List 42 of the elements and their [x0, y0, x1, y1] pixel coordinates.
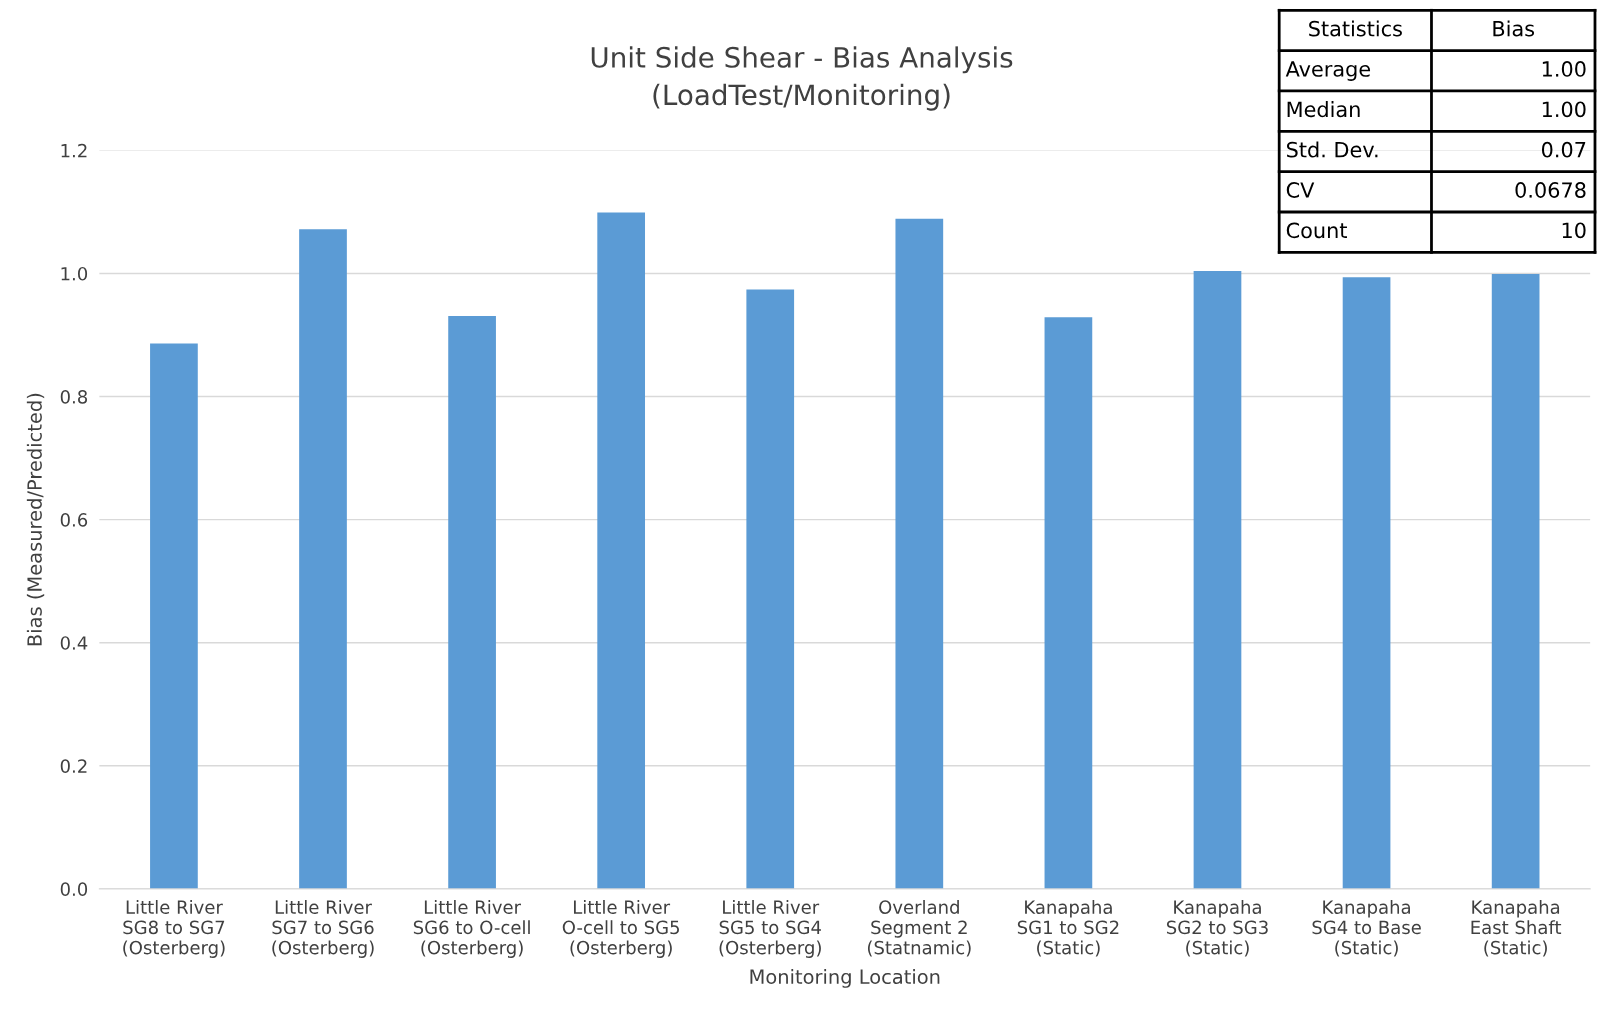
- text: 1.00: [1542, 61, 1586, 77]
- bar: [448, 315, 496, 889]
- text: 1.00: [1542, 101, 1586, 118]
- bar: [746, 289, 795, 889]
- x-tick-label: Kanapaha SG2 to SG3 (Static): [1166, 900, 1268, 957]
- x-tick-label: Overland Segment 2 (Statnamic): [867, 900, 971, 957]
- y-tick-label: 0.4: [60, 636, 88, 650]
- y-tick-label: 0.8: [60, 390, 88, 404]
- text: Bias: [1493, 20, 1535, 37]
- x-axis-title: Monitoring Location: [750, 969, 940, 988]
- x-tick-label: Little River SG8 to SG7 (Osterberg): [123, 900, 225, 958]
- y-tick-label: 1.2: [61, 143, 87, 158]
- x-tick-label: Little River SG6 to O-cell (Osterberg): [413, 900, 530, 958]
- annotation: CV: [1286, 182, 1315, 198]
- text: Median: [1287, 101, 1360, 118]
- annotation: 0.0678: [1515, 182, 1586, 198]
- y-tick-label: 0.0: [60, 882, 88, 897]
- bar: [1491, 274, 1540, 889]
- annotation: Std. Dev.: [1286, 141, 1378, 158]
- y-tick-label: 0.2: [60, 759, 87, 773]
- bar: [150, 343, 198, 889]
- x-tick-label: Kanapaha East Shaft (Static): [1471, 900, 1562, 957]
- x-tick-label: Little River SG5 to SG4 (Osterberg): [719, 900, 821, 958]
- bar: [895, 218, 944, 889]
- x-tick-label: Little River O-cell to SG5 (Osterberg): [562, 900, 679, 958]
- chart-title: Unit Side Shear - Bias Analysis (LoadTest/Monitoring): [591, 46, 1013, 111]
- text: Average: [1285, 61, 1371, 81]
- annotation: Count: [1286, 222, 1347, 239]
- y-tick-label: 0.6: [60, 513, 88, 527]
- y-axis-title: Bias (Measured/Predicted): [26, 393, 45, 646]
- y-tick-label: 1.0: [61, 266, 88, 281]
- annotation: 10: [1562, 222, 1586, 239]
- bar: [299, 229, 347, 889]
- bar: [1342, 277, 1391, 889]
- x-tick-label: Little River SG7 to SG6 (Osterberg): [272, 900, 374, 958]
- x-tick-label: Kanapaha SG4 to Base (Static): [1312, 900, 1421, 957]
- bar: [1044, 317, 1093, 889]
- bar: [1193, 271, 1242, 889]
- text: Statistics: [1309, 20, 1402, 37]
- bar: [597, 212, 646, 889]
- annotation: 0.07: [1541, 141, 1586, 158]
- x-tick-label: Kanapaha SG1 to SG2 (Static): [1017, 900, 1119, 957]
